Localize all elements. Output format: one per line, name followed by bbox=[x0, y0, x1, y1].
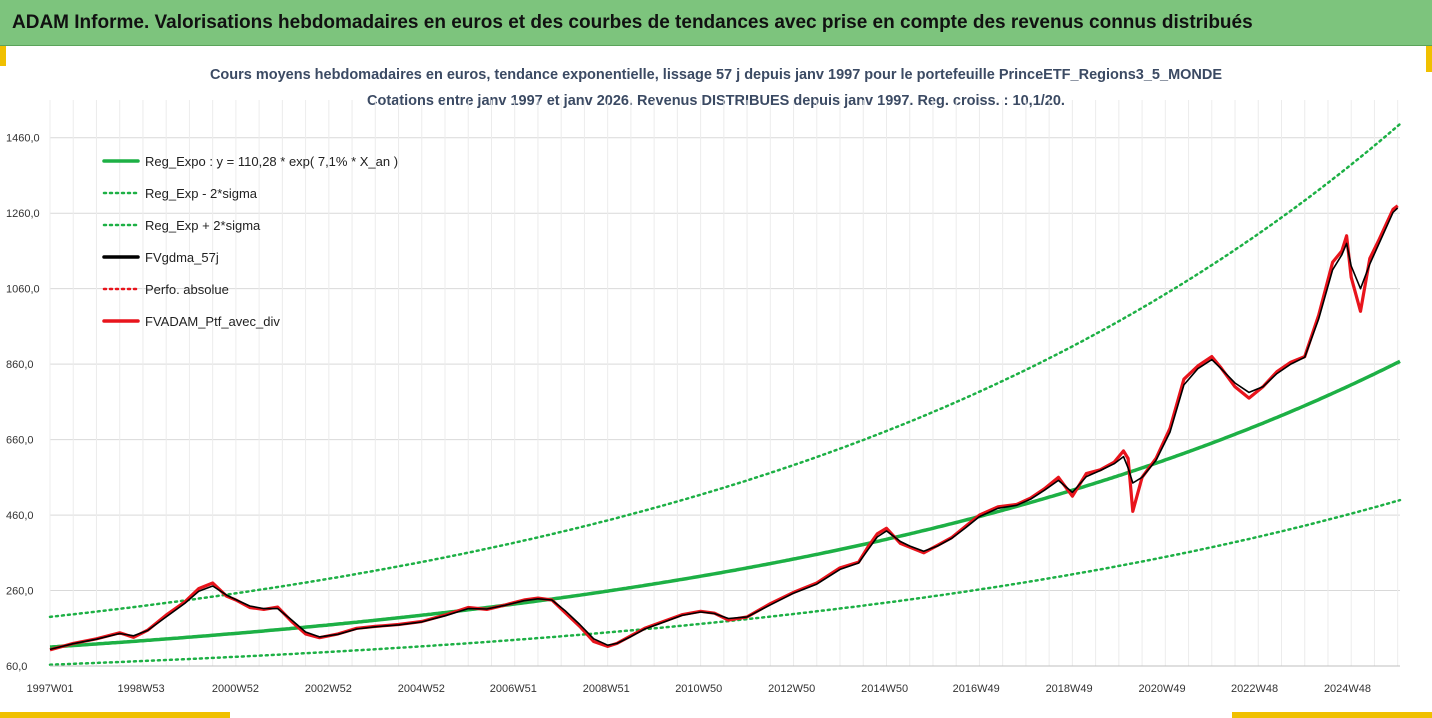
accent-bar-top-right bbox=[1426, 46, 1432, 72]
accent-bar-bottom-right bbox=[1232, 712, 1432, 718]
x-tick-label: 2008W51 bbox=[583, 683, 630, 695]
y-tick-label: 60,0 bbox=[6, 661, 27, 673]
x-tick-label: 2018W49 bbox=[1046, 683, 1093, 695]
trend-bands bbox=[48, 122, 1402, 666]
exponential-trend-line bbox=[49, 359, 1401, 649]
upper-band-line bbox=[48, 122, 1402, 619]
chart-title: Cours moyens hebdomadaires en euros, ten… bbox=[209, 67, 1223, 83]
chart-subtitle: Cotations entre janv 1997 et janv 2026. … bbox=[367, 93, 1065, 109]
y-tick-label: 1460,0 bbox=[6, 133, 40, 145]
y-tick-label: 1260,0 bbox=[6, 208, 40, 220]
lower-band-line bbox=[48, 498, 1402, 666]
x-tick-label: 2022W48 bbox=[1231, 683, 1278, 695]
x-tick-label: 2020W49 bbox=[1139, 683, 1186, 695]
smoothed-series-line bbox=[49, 207, 1399, 651]
report-header: ADAM Informe. Valorisations hebdomadaire… bbox=[0, 0, 1432, 46]
report-title: ADAM Informe. Valorisations hebdomadaire… bbox=[12, 12, 1253, 33]
legend-label: FVADAM_Ptf_avec_div bbox=[145, 314, 280, 329]
y-tick-label: 260,0 bbox=[6, 586, 34, 598]
x-tick-label: 2012W50 bbox=[768, 683, 815, 695]
x-tick-label: 2004W52 bbox=[398, 683, 445, 695]
y-tick-label: 1060,0 bbox=[6, 284, 40, 296]
x-tick-label: 2010W50 bbox=[675, 683, 722, 695]
axes: 60,0 260,0 460,0 660,0 860,0 1060,0 1260,0 1460… bbox=[6, 133, 1400, 695]
x-tick-label: 1997W01 bbox=[26, 683, 73, 695]
legend-label: Reg_Exp - 2*sigma bbox=[145, 186, 258, 201]
legend-label: FVgdma_57j bbox=[145, 250, 219, 265]
x-tick-label: 2024W48 bbox=[1324, 683, 1371, 695]
accent-bar-top-left bbox=[0, 46, 6, 66]
x-tick-label: 2000W52 bbox=[212, 683, 259, 695]
y-tick-label: 860,0 bbox=[6, 359, 34, 371]
x-tick-label: 1998W53 bbox=[118, 683, 165, 695]
y-tick-label: 460,0 bbox=[6, 510, 34, 522]
legend: Reg_Expo : y = 110,28 * exp( 7,1% * X_an… bbox=[102, 154, 398, 329]
legend-label: Perfo. absolue bbox=[145, 282, 229, 297]
series-lines bbox=[49, 204, 1399, 652]
y-tick-label: 660,0 bbox=[6, 435, 34, 447]
accent-bar-bottom-left bbox=[0, 712, 230, 718]
legend-label: Reg_Expo : y = 110,28 * exp( 7,1% * X_an… bbox=[145, 154, 398, 169]
price-series-line bbox=[49, 204, 1399, 652]
x-tick-label: 2006W51 bbox=[490, 683, 537, 695]
x-tick-label: 2014W50 bbox=[861, 683, 908, 695]
x-tick-label: 2016W49 bbox=[953, 683, 1000, 695]
legend-label: Reg_Exp + 2*sigma bbox=[145, 218, 261, 233]
grid bbox=[49, 100, 1400, 667]
x-tick-label: 2002W52 bbox=[305, 683, 352, 695]
